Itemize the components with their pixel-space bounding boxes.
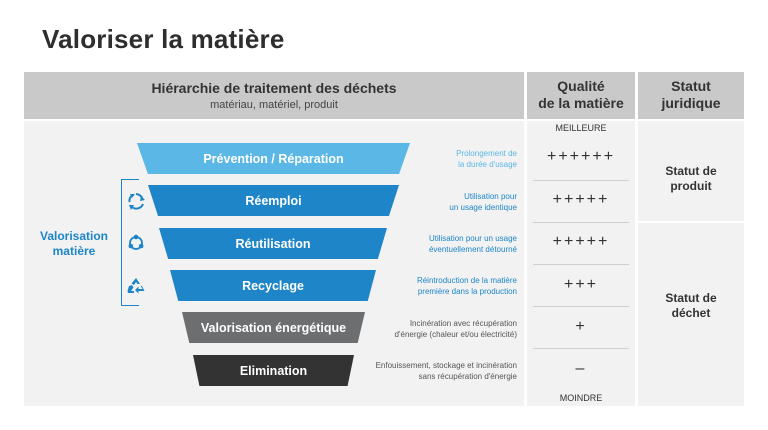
level-bar-recyclage: Recyclage — [170, 270, 376, 301]
quality-separator — [533, 264, 629, 265]
level-bar-elimination: Elimination — [193, 355, 354, 386]
page-title: Valoriser la matière — [42, 24, 285, 54]
recycle-icon — [127, 278, 145, 294]
status-header: Statut juridique — [638, 72, 744, 119]
quality-rating: ++++++ — [546, 148, 616, 165]
status-header-line1: Statut — [671, 78, 711, 94]
status-panel — [638, 121, 744, 406]
valorisation-bracket — [121, 179, 139, 306]
quality-separator — [533, 180, 629, 181]
level-bar-valorisation-energetique: Valorisation énergétique — [182, 312, 365, 343]
quality-separator — [533, 348, 629, 349]
quality-rating: +++ — [563, 276, 599, 293]
level-note: Enfouissement, stockage et incinération s… — [375, 361, 517, 381]
quality-panel — [527, 121, 635, 406]
quality-header-line1: Qualité — [557, 78, 605, 94]
hierarchy-header: Hiérarchie de traitement des déchets mat… — [24, 72, 524, 119]
hierarchy-title: Hiérarchie de traitement des déchets — [151, 80, 397, 96]
status-waste: Statut de déchet — [665, 291, 717, 320]
level-bar-prevention: Prévention / Réparation — [137, 143, 410, 174]
quality-separator — [533, 306, 629, 307]
quality-rating: + — [575, 318, 587, 335]
quality-separator — [533, 222, 629, 223]
level-note: Utilisation pour un usage éventuellement … — [428, 234, 517, 254]
level-note: Incinération avec récupération d'énergie … — [394, 319, 517, 339]
level-note: Prolongement de la durée d'usage — [456, 149, 517, 169]
network-cycle-icon — [128, 234, 144, 250]
reuse-arrows-icon — [128, 193, 145, 210]
quality-best-label: MEILLEURE — [555, 123, 607, 133]
quality-worst-label: MOINDRE — [559, 393, 603, 403]
quality-rating: +++++ — [552, 233, 610, 250]
level-note: Réintroduction de la matière première dan… — [416, 276, 517, 296]
quality-rating: +++++ — [552, 191, 610, 208]
hierarchy-subtitle: matériau, matériel, produit — [210, 99, 338, 111]
status-product: Statut de produit — [665, 164, 717, 193]
level-bar-reutilisation: Réutilisation — [159, 228, 387, 259]
level-note: Utilisation pour un usage identique — [449, 192, 517, 212]
quality-header-line2: de la matière — [538, 95, 624, 111]
valorisation-matiere-label: Valorisation matière — [39, 229, 109, 258]
level-bar-reemploi: Réemploi — [148, 185, 399, 216]
quality-header: Qualité de la matière — [527, 72, 635, 119]
status-header-line2: juridique — [661, 95, 721, 111]
status-separator — [638, 221, 744, 223]
quality-rating: – — [575, 360, 587, 377]
